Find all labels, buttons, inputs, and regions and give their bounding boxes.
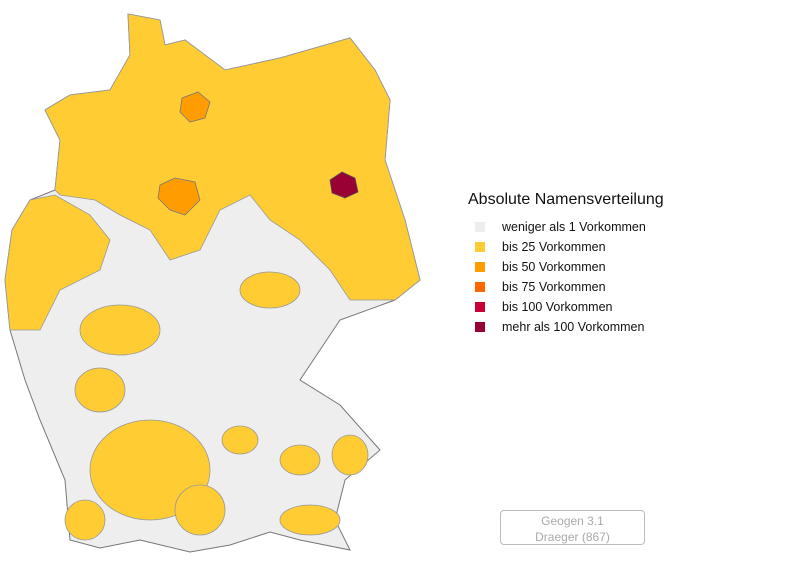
legend-label: mehr als 100 Vorkommen — [502, 320, 645, 334]
legend-label: bis 100 Vorkommen — [502, 300, 613, 314]
legend-item: mehr als 100 Vorkommen — [468, 317, 664, 337]
map-region-hamburg — [179, 91, 211, 123]
legend-item: bis 50 Vorkommen — [468, 257, 664, 277]
credit-line-1: Geogen 3.1 — [541, 514, 604, 528]
legend-label: bis 50 Vorkommen — [502, 260, 606, 274]
map-region-hannover — [157, 177, 201, 216]
legend-title: Absolute Namensverteilung — [468, 191, 664, 208]
map-region-berlin — [329, 171, 359, 199]
legend-swatch — [475, 222, 485, 232]
map-region-yellow-south — [64, 271, 369, 541]
legend-label: bis 25 Vorkommen — [502, 240, 606, 254]
map-region-yellow-north — [44, 13, 421, 301]
legend-label: bis 75 Vorkommen — [502, 280, 606, 294]
legend-item: weniger als 1 Vorkommen — [468, 217, 664, 237]
legend-swatch — [475, 302, 485, 312]
map-legend: Absolute Namensverteilung weniger als 1 … — [468, 191, 664, 337]
legend-label: weniger als 1 Vorkommen — [502, 220, 646, 234]
map-region-yellow-west — [4, 194, 111, 331]
legend-item: bis 75 Vorkommen — [468, 277, 664, 297]
legend-swatch — [475, 282, 485, 292]
legend-item: bis 100 Vorkommen — [468, 297, 664, 317]
credit-button[interactable]: Geogen 3.1 Draeger (867) — [500, 510, 645, 545]
legend-swatch — [475, 322, 485, 332]
credit-line-2: Draeger (867) — [535, 530, 610, 544]
legend-swatch — [475, 262, 485, 272]
legend-swatch — [475, 242, 485, 252]
legend-item: bis 25 Vorkommen — [468, 237, 664, 257]
germany-map — [4, 13, 421, 553]
